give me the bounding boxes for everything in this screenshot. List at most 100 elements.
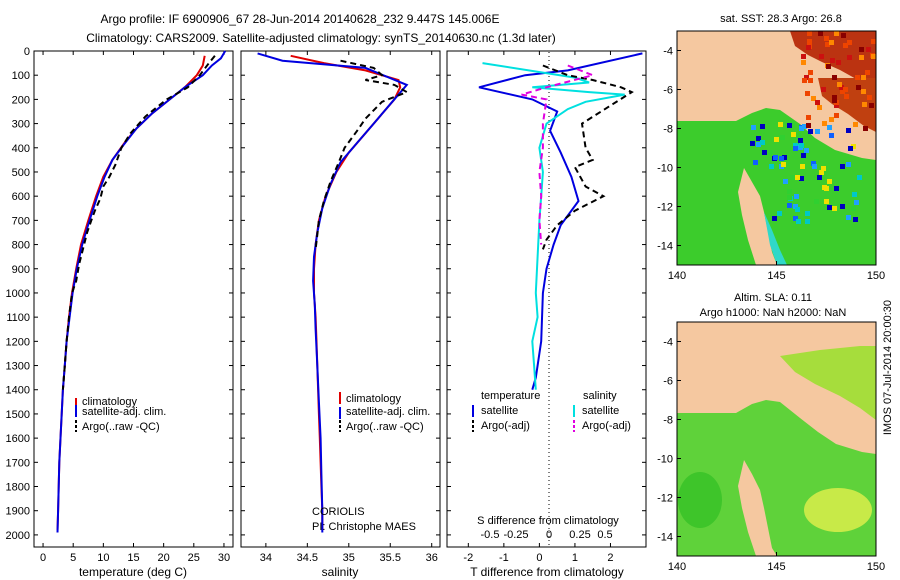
series-line-climatology <box>290 54 402 531</box>
depth-tick-label: 300 <box>12 119 30 131</box>
sst-pixel <box>814 199 819 204</box>
depth-tick-label: 400 <box>12 143 30 155</box>
sst-pixel <box>853 217 858 222</box>
sst-pixel <box>832 95 837 100</box>
sst-pixel <box>807 31 812 36</box>
sst-pixel <box>834 31 839 36</box>
sst-pixel <box>839 85 844 90</box>
sst-pixel <box>856 85 861 90</box>
sst-pixel <box>861 89 866 94</box>
sst-pixel <box>756 142 761 147</box>
salinity-legend: climatology satellite-adj. clim. Argo(..… <box>339 392 430 433</box>
sst-pixel <box>819 170 824 175</box>
sst-pixel <box>840 204 845 209</box>
depth-tick-label: 800 <box>12 240 30 252</box>
series-line-s-argo-adj- <box>521 64 596 245</box>
depth-tick-label: 2000 <box>6 530 30 542</box>
sst-pixel <box>753 160 758 165</box>
x-tick-label: -1 <box>499 552 509 564</box>
temperature-axes-frame <box>33 50 234 548</box>
temperature-lines <box>56 50 227 533</box>
salinity-panel: 34 34.5 35 35.5 36 salinity climatology sate… <box>240 50 441 579</box>
depth-tick-label: 1400 <box>6 385 30 397</box>
sst-pixel <box>832 206 837 211</box>
sst-pixel <box>863 126 868 131</box>
sst-pixel <box>787 203 792 208</box>
sla-shelf-zone <box>780 346 876 420</box>
sst-pixel <box>796 219 801 224</box>
sst-pixel <box>804 148 809 153</box>
sst-pixel <box>769 164 774 169</box>
lon-tick-label: 145 <box>767 561 785 573</box>
depth-tick-label: 1100 <box>6 312 30 324</box>
sst-pixel <box>751 125 756 130</box>
sst-pixel <box>857 175 862 180</box>
x-tick-label: 10 <box>97 552 109 564</box>
sst-pixel <box>804 75 809 80</box>
depth-tick-label: 100 <box>12 70 30 82</box>
sst-pixel <box>837 82 842 87</box>
x-tick-label: 36 <box>426 552 438 564</box>
sst-pixel <box>800 164 805 169</box>
legend-s-argo-label: Argo(-adj) <box>582 420 631 432</box>
sst-pixel <box>827 205 832 210</box>
sst-pixel <box>799 143 804 148</box>
depth-tick-label: 0 <box>24 46 30 58</box>
sst-map-lat-axis: -14 -12 -10 -8 -6 -4 <box>657 46 681 253</box>
sst-pixel <box>830 58 835 63</box>
s-tick-label: -0.5 <box>481 529 500 541</box>
difference-legend: temperature salinity satellite Argo(-adj… <box>472 390 631 432</box>
x-tick-label: 34 <box>260 552 272 564</box>
legend-temperature-title: temperature <box>481 390 540 402</box>
lon-tick-label: 140 <box>668 561 686 573</box>
lat-tick-label: -10 <box>657 454 673 466</box>
sst-pixel <box>867 95 872 100</box>
series-line-satellite-adj-clim- <box>56 50 227 533</box>
sst-pixel <box>846 162 851 167</box>
sst-pixel <box>806 45 811 50</box>
sst-pixel <box>795 175 800 180</box>
sst-pixel <box>817 175 822 180</box>
series-line-argo-raw-qc- <box>61 55 216 390</box>
sst-pixel <box>826 64 831 69</box>
depth-tick-label: 1200 <box>6 336 30 348</box>
sst-pixel <box>853 122 858 127</box>
t-difference-xlabel: T difference from climatology <box>470 565 624 579</box>
sst-pixel <box>848 146 853 151</box>
coriolis-label: CORIOLIS <box>312 506 365 518</box>
difference-axes-frame <box>446 50 647 548</box>
sla-map-lon-axis: 140 145 150 <box>668 552 885 573</box>
sst-pixel <box>852 192 857 197</box>
sst-pixel <box>782 155 787 160</box>
salinity-lines <box>257 52 410 533</box>
depth-tick-label: 1700 <box>6 457 30 469</box>
lon-tick-label: 150 <box>867 270 885 282</box>
sst-pixel <box>815 129 820 134</box>
sst-pixel <box>799 126 804 131</box>
sla-map-panel: Altim. SLA: 0.11 Argo h1000: NaN h2000: … <box>657 292 885 573</box>
legend-climatology-label: climatology <box>82 396 138 408</box>
sst-pixel <box>824 186 829 191</box>
x-tick-label: 2 <box>607 552 613 564</box>
sst-pixel <box>762 150 767 155</box>
sst-pixel <box>847 40 852 45</box>
temperature-legend: climatology satellite-adj. clim. Argo(..… <box>75 396 166 433</box>
depth-tick-label: 600 <box>12 191 30 203</box>
depth-tick-label: 1800 <box>6 482 30 494</box>
sst-map-panel: sat. SST: 28.3 Argo: 26.8 -14-12-10-8-6-… <box>657 13 885 282</box>
sst-pixel <box>871 54 876 59</box>
lat-tick-label: -14 <box>657 532 673 544</box>
sst-pixel <box>865 70 870 75</box>
x-tick-label: -2 <box>463 552 473 564</box>
sst-pixel <box>793 146 798 151</box>
sst-pixel <box>846 215 851 220</box>
sst-pixel <box>808 129 813 134</box>
lat-tick-label: -14 <box>657 241 673 253</box>
temperature-x-axis: 0 5 10 15 20 25 30 <box>40 51 230 564</box>
sst-pixel <box>787 189 792 194</box>
sst-pixel <box>834 186 839 191</box>
pi-label: PI: Christophe MAES <box>312 521 416 533</box>
depth-tick-label: 1000 <box>6 288 30 300</box>
difference-y-ticks <box>447 50 646 536</box>
sst-pixel <box>869 103 874 108</box>
